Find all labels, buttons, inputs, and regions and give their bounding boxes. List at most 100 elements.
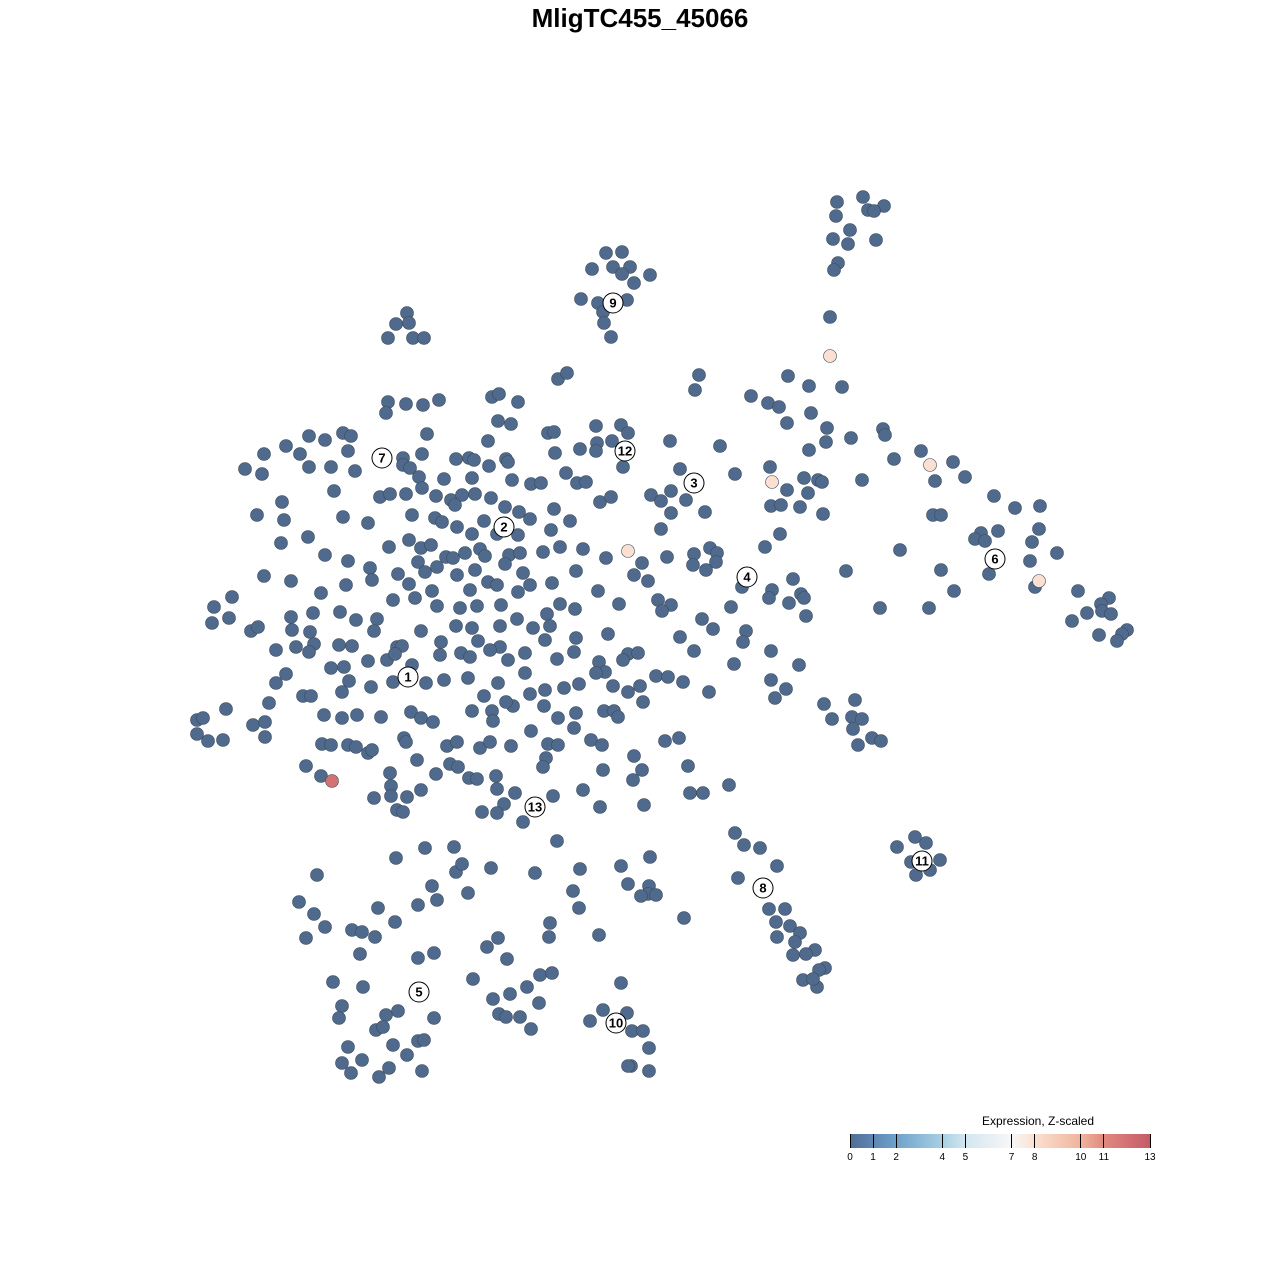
data-point (655, 604, 669, 618)
data-point (257, 447, 271, 461)
data-point (449, 452, 463, 466)
cluster-label-badge (683, 472, 705, 494)
data-point (318, 433, 332, 447)
data-point (467, 453, 481, 467)
data-point (465, 704, 479, 718)
data-point (599, 246, 613, 260)
data-point (664, 506, 678, 520)
data-point (551, 711, 565, 725)
data-point-expressed (1032, 574, 1046, 588)
data-point (611, 710, 625, 724)
cluster-label-badge (493, 516, 515, 538)
data-point (804, 406, 818, 420)
data-point (481, 434, 495, 448)
data-point (257, 569, 271, 583)
data-point (437, 673, 451, 687)
legend-tick-label: 0 (847, 1152, 853, 1163)
data-point (405, 508, 419, 522)
data-point (427, 946, 441, 960)
data-point (399, 735, 413, 749)
data-point (844, 431, 858, 445)
data-point (524, 1022, 538, 1036)
data-point (572, 901, 586, 915)
data-point (370, 612, 384, 626)
data-point (873, 601, 887, 615)
data-point (318, 548, 332, 562)
data-point (546, 789, 560, 803)
data-point (490, 578, 504, 592)
data-point (816, 507, 830, 521)
data-point (543, 619, 557, 633)
data-point (676, 675, 690, 689)
cluster-label: 11 (911, 850, 933, 872)
data-point (400, 1048, 414, 1062)
data-point (400, 790, 414, 804)
data-point (201, 734, 215, 748)
data-point (501, 653, 515, 667)
color-legend: Expression, Z-scaled 0 1 2 4 5 7 8 10 11 13 (847, 1114, 1155, 1174)
cluster-label-badge (911, 850, 933, 872)
data-point (786, 572, 800, 586)
data-point (621, 426, 635, 440)
data-point (839, 564, 853, 578)
legend-tick-mark (964, 1134, 966, 1148)
data-point (801, 486, 815, 500)
cluster-label-text: 2 (500, 520, 507, 535)
data-point (769, 915, 783, 929)
data-point (411, 951, 425, 965)
data-point (455, 857, 469, 871)
data-point (551, 738, 565, 752)
data-point (414, 624, 428, 638)
data-point (403, 461, 417, 475)
data-point (337, 660, 351, 674)
data-point (196, 711, 210, 725)
data-point (569, 631, 583, 645)
cluster-label: 3 (683, 472, 705, 494)
data-point (641, 574, 655, 588)
data-point (786, 948, 800, 962)
data-point (827, 263, 841, 277)
data-point (583, 1014, 597, 1028)
data-point (447, 840, 461, 854)
data-point (658, 734, 672, 748)
data-point (660, 550, 674, 564)
data-point (753, 841, 767, 855)
data-point (826, 232, 840, 246)
data-point (532, 996, 546, 1010)
data-point (661, 670, 675, 684)
data-point (418, 565, 432, 579)
data-point (371, 901, 385, 915)
data-point (1080, 606, 1094, 620)
data-point (744, 389, 758, 403)
data-point (349, 613, 363, 627)
data-point (449, 619, 463, 633)
data-point (687, 644, 701, 658)
data-point (470, 599, 484, 613)
data-point (429, 489, 443, 503)
data-point (835, 380, 849, 394)
data-point (642, 1064, 656, 1078)
data-point (389, 317, 403, 331)
data-point (770, 859, 784, 873)
data-point (415, 1064, 429, 1078)
data-point (978, 534, 992, 548)
data-point (731, 871, 745, 885)
data-point (222, 611, 236, 625)
data-point (1110, 634, 1124, 648)
data-point (589, 419, 603, 433)
data-point (908, 830, 922, 844)
data-point (724, 600, 738, 614)
data-point (490, 806, 504, 820)
legend-tick-label: 2 (893, 1152, 899, 1163)
cluster-label-text: 9 (609, 296, 616, 311)
data-point (1033, 499, 1047, 513)
data-point (799, 609, 813, 623)
data-point (499, 695, 513, 709)
data-point (339, 578, 353, 592)
data-point (848, 693, 862, 707)
data-point (829, 209, 843, 223)
data-point (332, 1011, 346, 1025)
data-point (1025, 535, 1039, 549)
legend-tick-mark (849, 1134, 851, 1148)
data-point (649, 888, 663, 902)
